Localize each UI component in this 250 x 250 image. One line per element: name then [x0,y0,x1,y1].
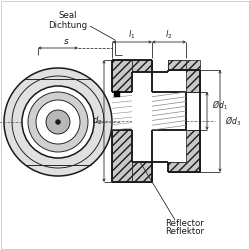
Circle shape [56,120,60,124]
Circle shape [22,86,94,158]
Polygon shape [132,60,152,72]
Text: Seal: Seal [59,12,77,20]
Text: $Ød_1$: $Ød_1$ [212,98,228,112]
Text: Reflektor: Reflektor [166,228,204,236]
Text: Reflector: Reflector [166,218,204,228]
Polygon shape [132,162,152,182]
Text: Dichtung: Dichtung [48,20,88,30]
Text: $Ød_3$: $Ød_3$ [225,114,241,128]
Circle shape [28,92,88,152]
Circle shape [4,68,112,176]
Polygon shape [168,60,200,92]
Polygon shape [168,60,200,70]
Polygon shape [112,130,132,182]
Text: $l_2$: $l_2$ [165,29,173,41]
Bar [114,91,120,97]
Polygon shape [168,130,200,172]
Circle shape [36,100,80,144]
Circle shape [46,110,70,134]
Polygon shape [168,162,200,172]
Bar [132,72,152,162]
Polygon shape [112,60,132,92]
Text: s: s [64,36,68,46]
Bar [152,92,186,130]
Text: $d_2$: $d_2$ [92,115,102,127]
Text: $l_1$: $l_1$ [128,29,136,41]
